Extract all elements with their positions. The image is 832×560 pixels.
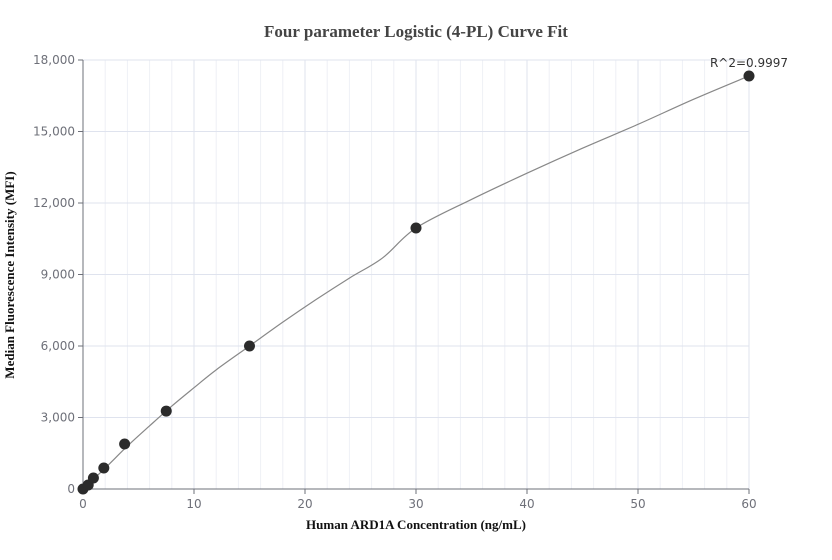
r-squared-label: R^2=0.9997: [710, 56, 788, 70]
y-tick-label: 15,000: [33, 125, 75, 139]
x-tick-label: 30: [408, 497, 423, 511]
fit-curve: [82, 75, 750, 490]
y-tick-label: 18,000: [33, 53, 75, 67]
x-tick-label: 20: [297, 497, 312, 511]
y-tick-label: 6,000: [41, 339, 75, 353]
data-point: [410, 222, 422, 234]
x-tick-label: 60: [741, 497, 756, 511]
y-tick-label: 3,000: [41, 411, 75, 425]
fit-curve-path: [82, 75, 750, 490]
y-tick-label: 0: [67, 482, 75, 496]
data-points: [77, 70, 755, 495]
data-point: [160, 405, 172, 417]
data-point: [743, 70, 755, 82]
x-tick-label: 40: [519, 497, 534, 511]
x-axis-label: Human ARD1A Concentration (ng/mL): [306, 517, 526, 532]
y-tick-label: 9,000: [41, 268, 75, 282]
tick-labels: 0 3,000 6,000 9,000 12,000 15,000 18,000 0 10 20 3…: [33, 53, 757, 511]
chart-title: Four parameter Logistic (4-PL) Curve Fit: [264, 22, 568, 41]
r-squared-annotation: R^2=0.9997: [710, 56, 788, 70]
x-tick-label: 0: [79, 497, 87, 511]
x-tick-label: 50: [630, 497, 645, 511]
data-point: [119, 438, 131, 450]
y-tick-label: 12,000: [33, 196, 75, 210]
data-point: [87, 472, 99, 484]
data-point: [244, 340, 255, 352]
x-tick-label: 10: [186, 497, 201, 511]
major-gridlines: [83, 59, 750, 489]
data-point: [98, 462, 110, 474]
axes: [78, 59, 750, 494]
